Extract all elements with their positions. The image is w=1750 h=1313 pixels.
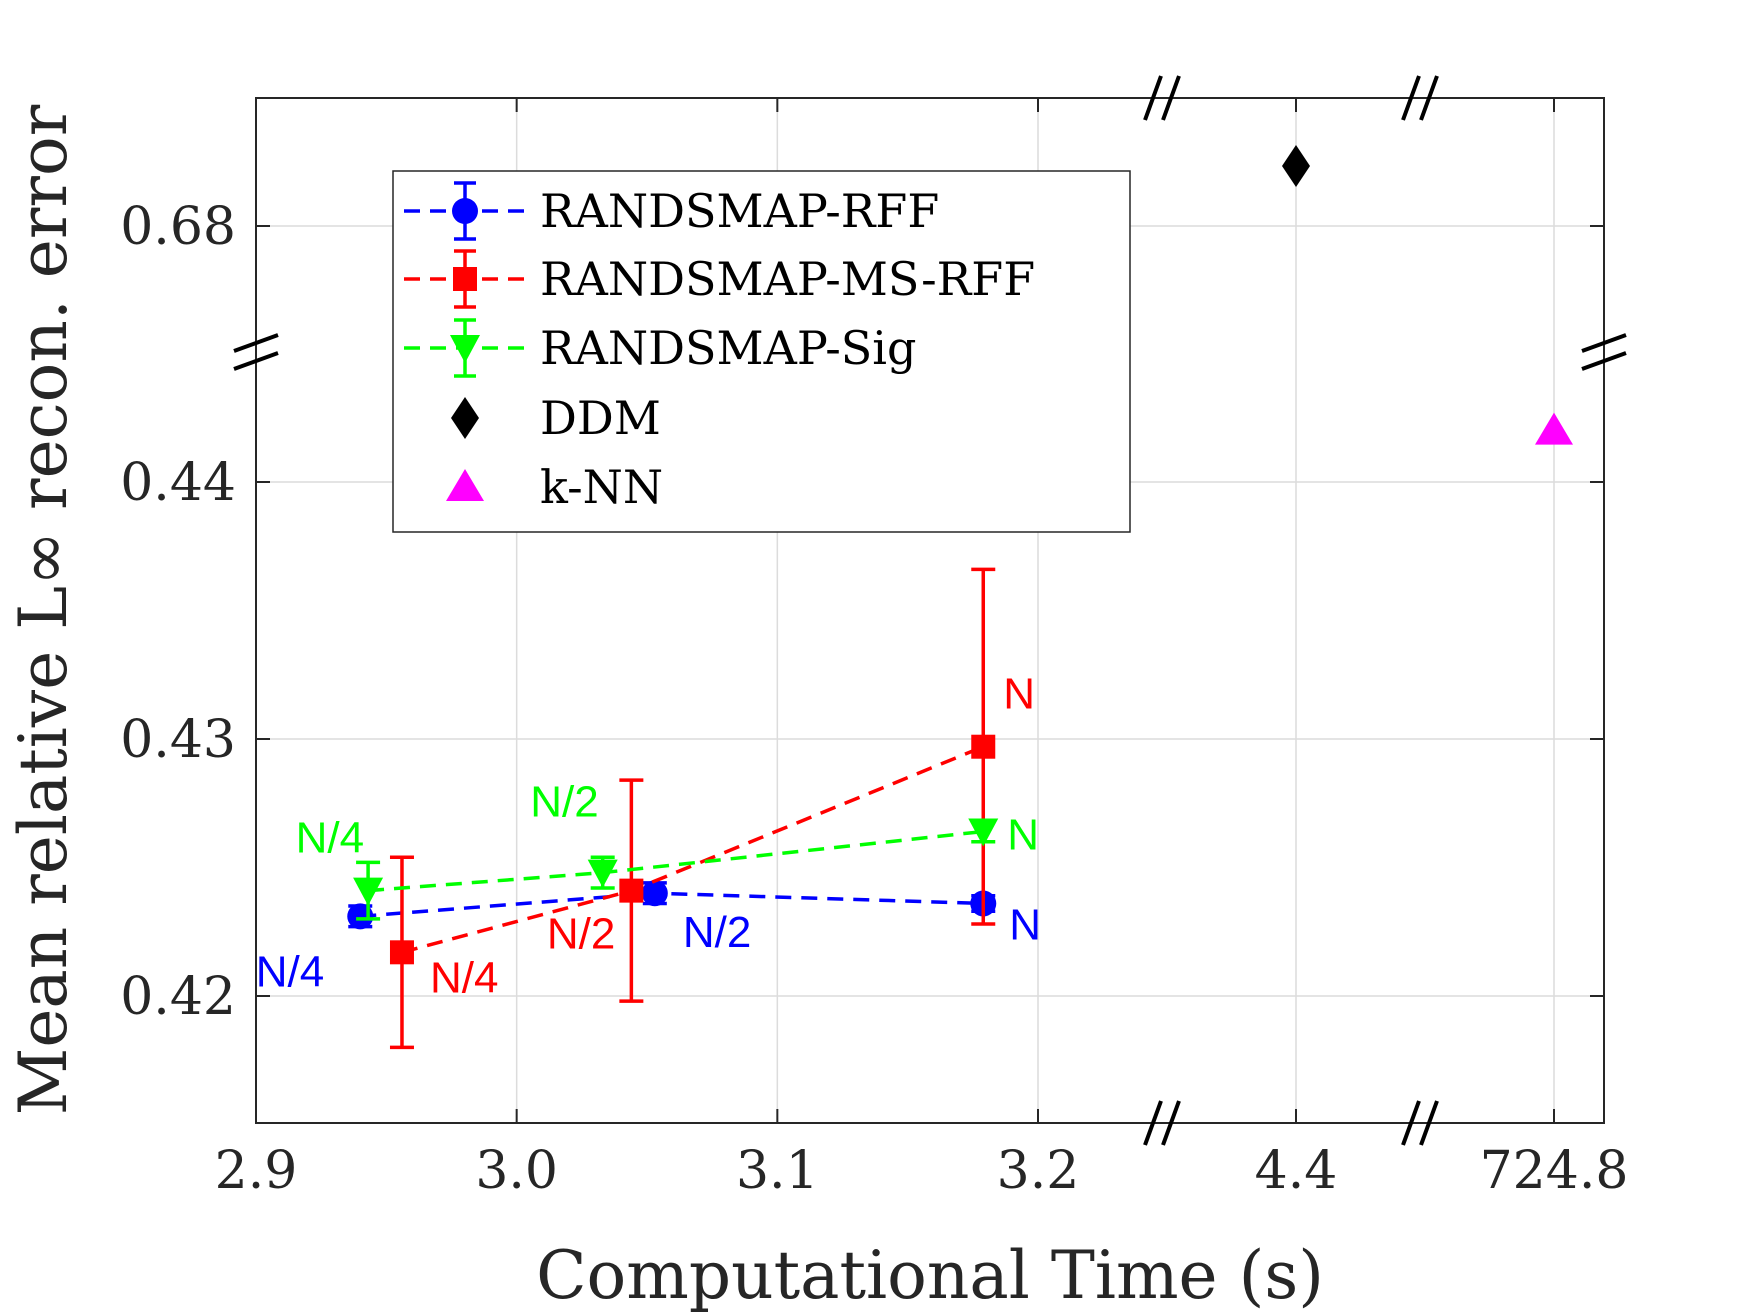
- series-randsmap-rff: N/4 N/2 N: [256, 880, 1041, 996]
- data-point: [1535, 412, 1573, 445]
- y-tick-label: 0.68: [120, 197, 236, 257]
- y-axis-break-left: [233, 333, 279, 371]
- data-point: [353, 877, 384, 906]
- x-tick-label: 724.8: [1480, 1141, 1629, 1201]
- x-axis-break-top-1: [1143, 75, 1181, 121]
- x-tick-label: 3.1: [736, 1141, 819, 1201]
- data-label: N/2: [547, 910, 615, 959]
- x-tick-label: 2.9: [215, 1141, 298, 1201]
- legend-label: k-NN: [540, 460, 663, 514]
- x-axis-break-top-2: [1401, 75, 1439, 121]
- x-tick-label: 4.4: [1255, 1141, 1338, 1201]
- x-axis-break-bottom-1: [1143, 1100, 1181, 1146]
- legend-label: DDM: [540, 391, 661, 445]
- axis-break-stroke: [1419, 75, 1439, 121]
- data-label: N/4: [430, 953, 498, 1002]
- data-label: N: [1007, 811, 1039, 860]
- axis-breaks: [233, 75, 1627, 1146]
- ticks: 2.9 3.0 3.1 3.2 4.4 724.8 0.42 0.43 0.44 0.68: [120, 98, 1628, 1201]
- axis-break-stroke: [1401, 75, 1421, 121]
- legend-marker: [446, 469, 484, 501]
- legend-entry: k-NN: [446, 460, 663, 514]
- axis-break-stroke: [233, 333, 279, 353]
- legend-label: RANDSMAP-MS-RFF: [540, 252, 1035, 306]
- legend-entry: RANDSMAP-Sig: [404, 318, 916, 378]
- axis-break-stroke: [1143, 75, 1163, 121]
- data-label: N/2: [530, 778, 598, 827]
- axes-frame: [255, 97, 1605, 1124]
- data-label: N/4: [296, 814, 364, 863]
- data-point: [389, 940, 414, 965]
- x-axis-break-bottom-2: [1401, 1100, 1439, 1146]
- axis-break-stroke: [1581, 351, 1627, 371]
- data-label: N/4: [256, 947, 324, 996]
- data-label: N/2: [683, 908, 751, 957]
- data-point: [619, 878, 644, 903]
- y-axis-break-right: [1581, 333, 1627, 371]
- legend-entry: RANDSMAP-RFF: [404, 181, 939, 241]
- legend-label: RANDSMAP-Sig: [540, 321, 916, 375]
- x-tick-label: 3.2: [997, 1141, 1080, 1201]
- legend-marker: [451, 397, 479, 439]
- y-tick-label: 0.44: [120, 453, 236, 513]
- legend-label: RANDSMAP-RFF: [540, 184, 939, 238]
- legend-marker: [452, 198, 478, 224]
- data-point: [968, 818, 999, 847]
- data-label: N: [1003, 670, 1035, 719]
- series-randsmap-sig: N/4 N/2 N: [296, 778, 1039, 921]
- data-label: N: [1009, 900, 1041, 949]
- series-ddm: [1282, 145, 1310, 187]
- axis-break-stroke: [1581, 333, 1627, 353]
- data-point: [971, 734, 996, 759]
- y-tick-label: 0.42: [120, 967, 236, 1027]
- x-tick-label: 3.0: [475, 1141, 558, 1201]
- legend-entry: RANDSMAP-MS-RFF: [404, 249, 1035, 309]
- axis-break-stroke: [233, 351, 279, 371]
- x-axis-label: Computational Time (s): [536, 1237, 1324, 1313]
- series-randsmap-ms-rff: N/4 N/2 N: [389, 567, 1035, 1050]
- data-point: [1282, 145, 1310, 187]
- legend-entry: DDM: [451, 391, 661, 445]
- legend: RANDSMAP-RFF RANDSMAP-MS-RFF RANDSMAP-Sig D…: [392, 170, 1131, 533]
- series-k-nn: [1535, 412, 1573, 445]
- axis-break-stroke: [1419, 1100, 1439, 1146]
- y-axis-label: Mean relative L∞ recon. error: [5, 104, 82, 1115]
- axis-break-stroke: [1161, 1100, 1181, 1146]
- data-point: [641, 880, 668, 907]
- plot-area: N/4 N/2 N N/4 N/2 N N/4 N/2 N: [256, 145, 1573, 1050]
- legend-marker: [450, 335, 480, 363]
- legend-box: [392, 170, 1131, 533]
- y-tick-label: 0.43: [120, 710, 236, 770]
- axis-break-stroke: [1161, 75, 1181, 121]
- axis-break-stroke: [1143, 1100, 1163, 1146]
- data-point: [587, 859, 618, 888]
- axis-break-stroke: [1401, 1100, 1421, 1146]
- legend-marker: [453, 267, 477, 291]
